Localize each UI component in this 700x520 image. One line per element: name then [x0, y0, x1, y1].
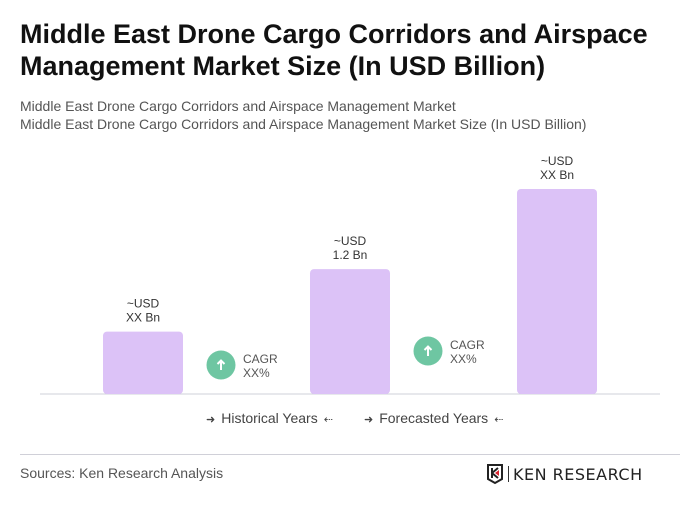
arrow-up-icon [423, 345, 433, 356]
data-label: ~USD [127, 297, 160, 311]
cagr-label: CAGR [243, 352, 278, 366]
legend-label: Forecasted Years [379, 410, 489, 426]
data-label: ~USD [541, 154, 574, 168]
data-label: XX Bn [540, 168, 574, 182]
data-label: 1.2 Bn [333, 248, 368, 262]
legend-label: Historical Years [221, 410, 318, 426]
arrow-right-icon: ➜ [364, 414, 374, 426]
cagr-value: XX% [450, 352, 477, 366]
bar [103, 331, 183, 394]
data-label: ~USD [334, 234, 367, 248]
bar [517, 189, 597, 394]
chart-subtitle-2: Middle East Drone Cargo Corridors and Ai… [20, 116, 587, 132]
sources-text: Sources: Ken Research Analysis [20, 465, 224, 481]
arrow-right-icon: ➜ [206, 414, 216, 426]
legend-forecasted: ➜ Forecasted Years ⇠ [358, 410, 509, 426]
arrow-left-icon: ⇠ [494, 414, 504, 426]
arrow-up-icon [216, 359, 226, 370]
ken-research-logo: KEN RESEARCH [486, 463, 643, 485]
footer-divider [20, 454, 680, 455]
data-label: XX Bn [126, 311, 160, 325]
bar [310, 269, 390, 394]
chart-subtitle: Middle East Drone Cargo Corridors and Ai… [20, 98, 456, 114]
cagr-value: XX% [243, 366, 270, 380]
chart-title: Middle East Drone Cargo Corridors and Ai… [20, 19, 648, 81]
logo-icon [487, 464, 503, 485]
arrow-left-icon: ⇠ [323, 414, 333, 426]
logo-text: KEN RESEARCH [513, 464, 643, 484]
cagr-label: CAGR [450, 338, 485, 352]
legend-historical: ➜ Historical Years ⇠ [200, 410, 339, 426]
